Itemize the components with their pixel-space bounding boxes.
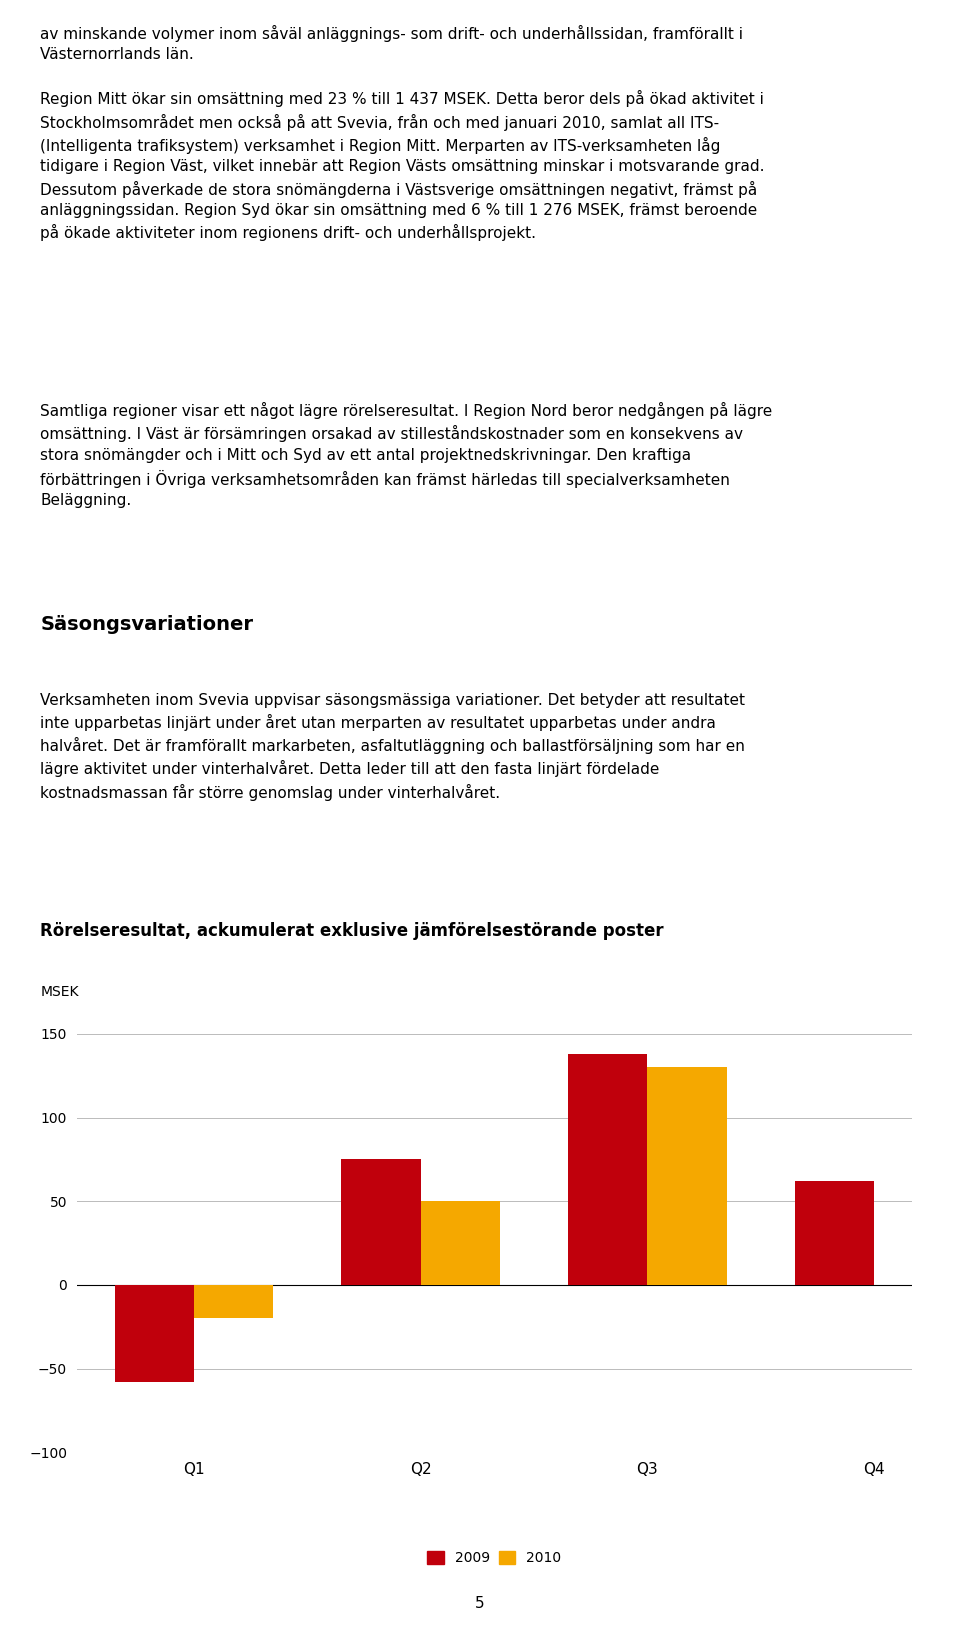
Text: Säsongsvariationer: Säsongsvariationer xyxy=(40,615,253,635)
Text: 5: 5 xyxy=(475,1597,485,1611)
Bar xyxy=(342,1159,420,1285)
Bar xyxy=(420,1201,500,1285)
Text: Region Mitt ökar sin omsättning med 23 % till 1 437 MSEK. Detta beror dels på ök: Region Mitt ökar sin omsättning med 23 %… xyxy=(40,90,765,241)
Bar xyxy=(647,1067,727,1285)
Bar xyxy=(568,1054,647,1285)
Bar xyxy=(115,1285,194,1382)
Text: MSEK: MSEK xyxy=(40,985,79,999)
Text: Verksamheten inom Svevia uppvisar säsongsmässiga variationer. Det betyder att re: Verksamheten inom Svevia uppvisar säsong… xyxy=(40,693,745,801)
Text: Rörelseresultat, ackumulerat exklusive jämförelsestörande poster: Rörelseresultat, ackumulerat exklusive j… xyxy=(40,922,664,940)
Bar xyxy=(194,1285,274,1318)
Text: av minskande volymer inom såväl anläggnings- som drift- och underhållssidan, fra: av minskande volymer inom såväl anläggni… xyxy=(40,25,743,62)
Text: Samtliga regioner visar ett något lägre rörelseresultat. I Region Nord beror ned: Samtliga regioner visar ett något lägre … xyxy=(40,402,773,509)
Legend: 2009, 2010: 2009, 2010 xyxy=(421,1546,567,1570)
Bar xyxy=(795,1182,874,1285)
